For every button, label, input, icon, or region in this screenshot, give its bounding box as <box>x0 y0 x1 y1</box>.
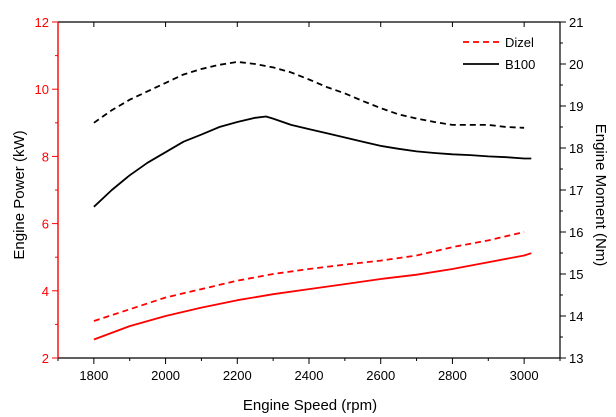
left-y-tick-label: 2 <box>42 351 49 366</box>
series-lines <box>93 61 532 341</box>
x-tick-label: 2000 <box>151 368 180 383</box>
dizel-power-line <box>93 231 525 322</box>
legend-label-b100: B100 <box>505 57 535 72</box>
left-y-axis-title: Engine Power (kW) <box>11 130 28 259</box>
x-tick-label: 3000 <box>510 368 539 383</box>
left-y-tick-label: 8 <box>42 149 49 164</box>
left-y-tick-label: 10 <box>35 82 49 97</box>
x-axis-title: Engine Speed (rpm) <box>243 397 377 414</box>
left-y-tick-label: 12 <box>35 15 49 30</box>
right-y-tick-label: 15 <box>569 267 583 282</box>
axes: 1800 2000 2200 2400 2600 2800 3000 2 4 6 8 10 12 13 14… <box>35 15 584 383</box>
right-y-tick-label: 13 <box>569 351 583 366</box>
left-y-tick-label: 6 <box>42 217 49 232</box>
x-tick-label: 2200 <box>223 368 252 383</box>
x-tick-label: 2800 <box>438 368 467 383</box>
x-tick-label: 1800 <box>79 368 108 383</box>
right-y-tick-label: 14 <box>569 309 583 324</box>
right-y-tick-label: 21 <box>569 15 583 30</box>
right-y-tick-label: 16 <box>569 225 583 240</box>
right-y-tick-label: 18 <box>569 141 583 156</box>
dizel-moment-line <box>93 61 525 129</box>
b100-moment-line <box>93 115 532 208</box>
left-y-tick-label: 4 <box>42 284 49 299</box>
right-y-tick-label: 17 <box>569 183 583 198</box>
legend: Dizel B100 <box>463 35 535 72</box>
right-y-axis-title: Engine Moment (Nm) <box>592 124 609 267</box>
b100-power-line <box>93 252 532 341</box>
legend-label-dizel: Dizel <box>505 35 534 50</box>
x-tick-label: 2400 <box>295 368 324 383</box>
right-y-tick-label: 20 <box>569 57 583 72</box>
right-y-tick-label: 19 <box>569 99 583 114</box>
x-tick-label: 2600 <box>366 368 395 383</box>
